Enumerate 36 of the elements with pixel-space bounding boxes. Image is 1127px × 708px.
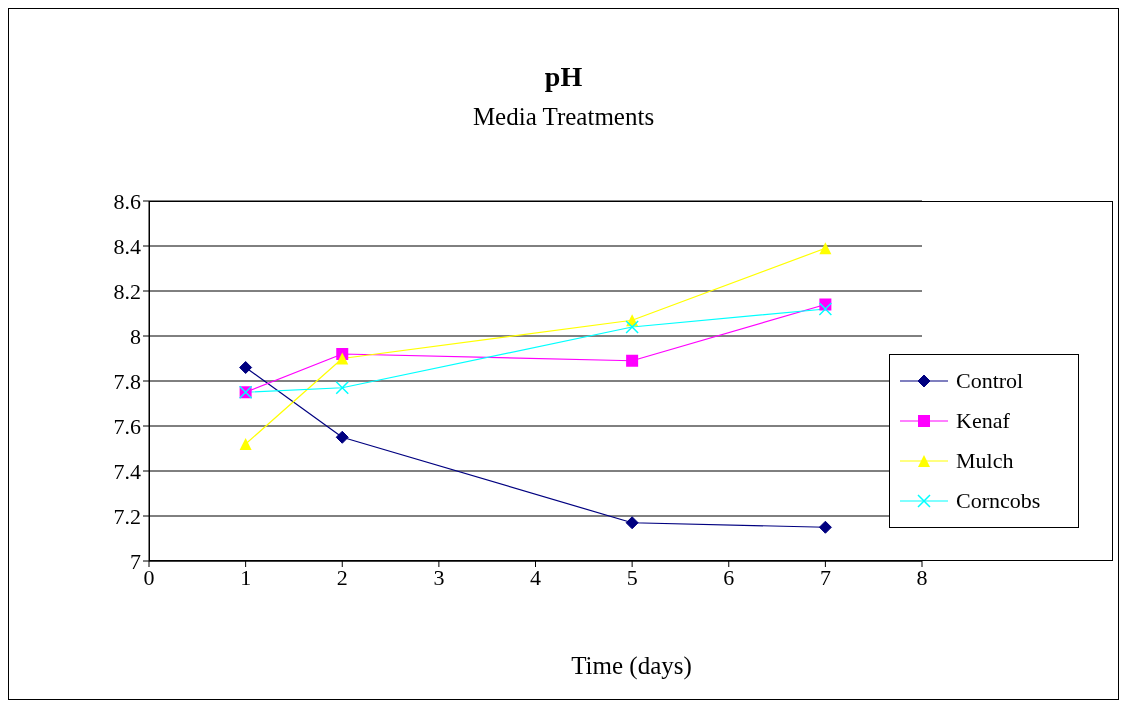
point	[818, 302, 833, 316]
point	[239, 361, 253, 374]
x-tick-label: 7	[819, 564, 831, 590]
legend-label: Kenaf	[956, 408, 1010, 434]
x-tick-label: 5	[626, 564, 638, 590]
point	[625, 320, 639, 334]
x-tick-label: 1	[240, 564, 252, 590]
y-tick-label: 7	[130, 548, 141, 574]
y-tick-label: 8.4	[113, 233, 141, 259]
x-tick-label: 4	[530, 564, 541, 590]
y-tick-label: 7.8	[113, 368, 141, 394]
chart-subtitle: Media Treatments	[471, 103, 656, 131]
point	[335, 381, 349, 395]
legend-label: Corncobs	[956, 488, 1041, 514]
chart-title: pH	[543, 61, 584, 93]
y-tick-label: 7.2	[113, 503, 141, 529]
x-tick-label: 2	[336, 564, 348, 590]
point	[625, 516, 639, 530]
x-tick-label: 8	[916, 564, 928, 590]
legend-label: Mulch	[956, 448, 1014, 474]
y-tick-label: 7.6	[113, 413, 141, 439]
point	[239, 438, 252, 450]
y-tick-label: 7.4	[113, 458, 141, 484]
point	[818, 520, 832, 534]
y-tick-label: 8.2	[113, 278, 141, 304]
x-tick-label: 0	[143, 564, 155, 590]
y-tick-label: 8	[130, 323, 141, 349]
point	[336, 352, 349, 365]
x-tick-label: 6	[723, 564, 735, 590]
x-tick-label: 3	[433, 564, 445, 590]
point	[819, 242, 832, 255]
point	[335, 430, 349, 444]
point	[626, 354, 639, 367]
y-tick-label: 8.6	[113, 188, 141, 214]
legend-label: Control	[956, 368, 1024, 394]
x-axis-title: Time (days)	[570, 652, 693, 680]
